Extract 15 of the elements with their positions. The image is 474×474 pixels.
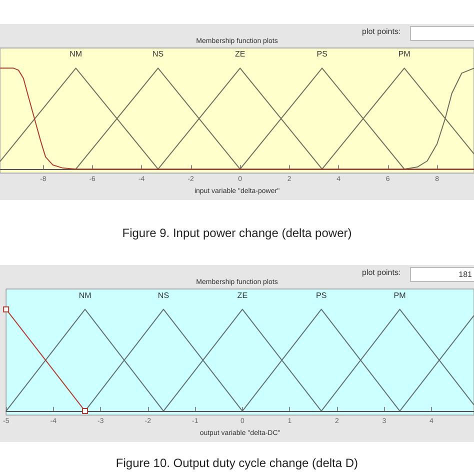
caption: Figure 10. Output duty cycle change (delta D) bbox=[114, 456, 360, 470]
series-label: PM bbox=[398, 50, 411, 59]
text: plot points: bbox=[362, 27, 401, 36]
text-field: 181 bbox=[410, 267, 474, 282]
series-label: PS bbox=[316, 290, 327, 300]
series-label: ZE bbox=[237, 290, 248, 300]
series-label: NS bbox=[152, 50, 164, 59]
series-label: NM bbox=[70, 50, 82, 59]
caption: Figure 9. Input power change (delta power) bbox=[121, 226, 353, 240]
series-label: PM bbox=[394, 290, 406, 300]
series-label: NM bbox=[78, 290, 92, 300]
series-label: ZE bbox=[234, 50, 246, 59]
text: plot points: bbox=[362, 268, 401, 277]
series-label: NS bbox=[158, 290, 170, 300]
series-label: PS bbox=[316, 50, 328, 59]
